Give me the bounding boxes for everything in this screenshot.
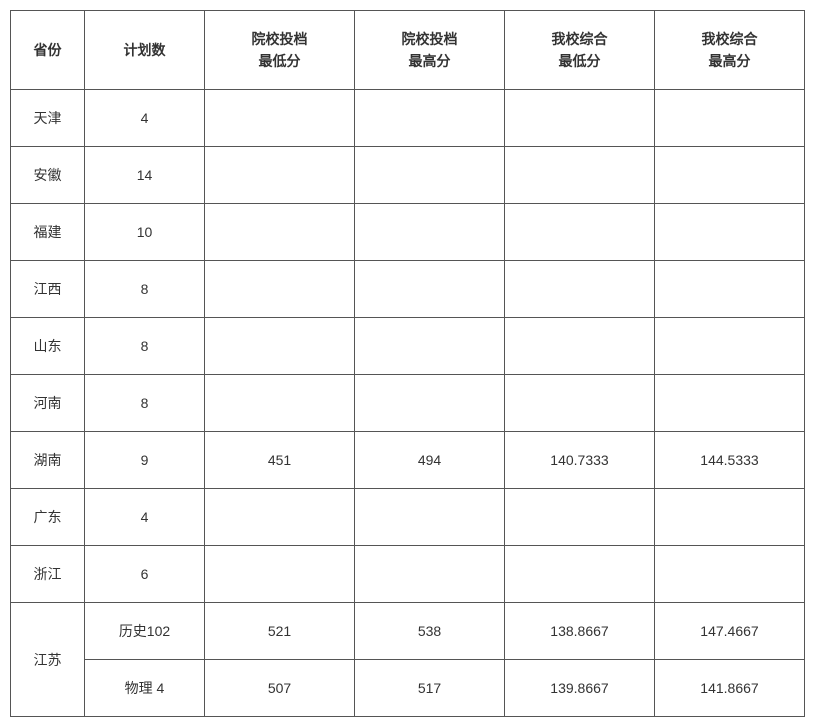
table-row: 福建10 <box>11 204 805 261</box>
cell-max-filed: 494 <box>355 432 505 489</box>
hdr-col4-l2: 最高分 <box>355 50 504 72</box>
cell-plan: 4 <box>85 489 205 546</box>
cell-max-filed <box>355 375 505 432</box>
cell-plan: 9 <box>85 432 205 489</box>
cell-plan: 14 <box>85 147 205 204</box>
table-row: 江苏历史102521538138.8667147.4667 <box>11 603 805 660</box>
table-row: 江西8 <box>11 261 805 318</box>
table-row: 浙江6 <box>11 546 805 603</box>
cell-max-filed <box>355 489 505 546</box>
hdr-province: 省份 <box>11 11 85 90</box>
cell-max-comp <box>655 261 805 318</box>
cell-min-comp <box>505 375 655 432</box>
cell-min-comp: 138.8667 <box>505 603 655 660</box>
table-row: 湖南9451494140.7333144.5333 <box>11 432 805 489</box>
hdr-col6: 我校综合 最高分 <box>655 11 805 90</box>
hdr-col3-l1: 院校投档 <box>205 28 354 50</box>
cell-plan: 10 <box>85 204 205 261</box>
cell-province: 福建 <box>11 204 85 261</box>
cell-province: 江西 <box>11 261 85 318</box>
cell-max-filed <box>355 546 505 603</box>
cell-max-comp <box>655 546 805 603</box>
cell-max-comp <box>655 204 805 261</box>
table-row: 广东4 <box>11 489 805 546</box>
cell-plan: 4 <box>85 90 205 147</box>
hdr-col4: 院校投档 最高分 <box>355 11 505 90</box>
cell-max-comp <box>655 489 805 546</box>
cell-province: 广东 <box>11 489 85 546</box>
cell-max-filed: 538 <box>355 603 505 660</box>
hdr-col3: 院校投档 最低分 <box>205 11 355 90</box>
table-row: 安徽14 <box>11 147 805 204</box>
cell-max-filed <box>355 204 505 261</box>
cell-min-filed <box>205 318 355 375</box>
hdr-col5-l2: 最低分 <box>505 50 654 72</box>
cell-province: 浙江 <box>11 546 85 603</box>
cell-min-filed: 451 <box>205 432 355 489</box>
table-row: 河南8 <box>11 375 805 432</box>
cell-min-filed <box>205 90 355 147</box>
hdr-col4-l1: 院校投档 <box>355 28 504 50</box>
hdr-plan: 计划数 <box>85 11 205 90</box>
cell-province: 山东 <box>11 318 85 375</box>
cell-province: 天津 <box>11 90 85 147</box>
cell-min-filed: 507 <box>205 660 355 717</box>
cell-min-comp <box>505 204 655 261</box>
cell-min-filed <box>205 204 355 261</box>
scores-table: 省份 计划数 院校投档 最低分 院校投档 最高分 我校综合 最低分 我校综合 最… <box>10 10 805 717</box>
cell-max-comp <box>655 90 805 147</box>
cell-max-comp <box>655 147 805 204</box>
cell-min-filed <box>205 147 355 204</box>
cell-max-comp: 147.4667 <box>655 603 805 660</box>
cell-min-comp <box>505 147 655 204</box>
cell-plan: 8 <box>85 375 205 432</box>
cell-max-filed <box>355 261 505 318</box>
cell-min-comp <box>505 261 655 318</box>
cell-max-filed <box>355 147 505 204</box>
cell-max-comp <box>655 375 805 432</box>
cell-min-filed <box>205 546 355 603</box>
cell-min-comp <box>505 546 655 603</box>
cell-plan: 8 <box>85 261 205 318</box>
cell-min-comp: 139.8667 <box>505 660 655 717</box>
cell-max-filed <box>355 318 505 375</box>
cell-min-filed <box>205 489 355 546</box>
cell-province: 安徽 <box>11 147 85 204</box>
cell-plan: 历史102 <box>85 603 205 660</box>
header-row: 省份 计划数 院校投档 最低分 院校投档 最高分 我校综合 最低分 我校综合 最… <box>11 11 805 90</box>
cell-min-comp <box>505 90 655 147</box>
cell-province: 湖南 <box>11 432 85 489</box>
table-row: 山东8 <box>11 318 805 375</box>
cell-min-comp <box>505 318 655 375</box>
hdr-col5-l1: 我校综合 <box>505 28 654 50</box>
table-body: 天津4安徽14福建10江西8山东8河南8湖南9451494140.7333144… <box>11 90 805 717</box>
hdr-col5: 我校综合 最低分 <box>505 11 655 90</box>
cell-min-filed <box>205 375 355 432</box>
table-row: 天津4 <box>11 90 805 147</box>
cell-min-filed <box>205 261 355 318</box>
cell-plan: 6 <box>85 546 205 603</box>
cell-min-comp: 140.7333 <box>505 432 655 489</box>
cell-min-comp <box>505 489 655 546</box>
cell-province: 河南 <box>11 375 85 432</box>
cell-plan: 物理 4 <box>85 660 205 717</box>
cell-max-comp <box>655 318 805 375</box>
hdr-col6-l1: 我校综合 <box>655 28 804 50</box>
cell-max-filed: 517 <box>355 660 505 717</box>
hdr-col3-l2: 最低分 <box>205 50 354 72</box>
table-row: 物理 4507517139.8667141.8667 <box>11 660 805 717</box>
cell-min-filed: 521 <box>205 603 355 660</box>
cell-max-comp: 144.5333 <box>655 432 805 489</box>
cell-plan: 8 <box>85 318 205 375</box>
hdr-col6-l2: 最高分 <box>655 50 804 72</box>
cell-province: 江苏 <box>11 603 85 717</box>
cell-max-filed <box>355 90 505 147</box>
cell-max-comp: 141.8667 <box>655 660 805 717</box>
